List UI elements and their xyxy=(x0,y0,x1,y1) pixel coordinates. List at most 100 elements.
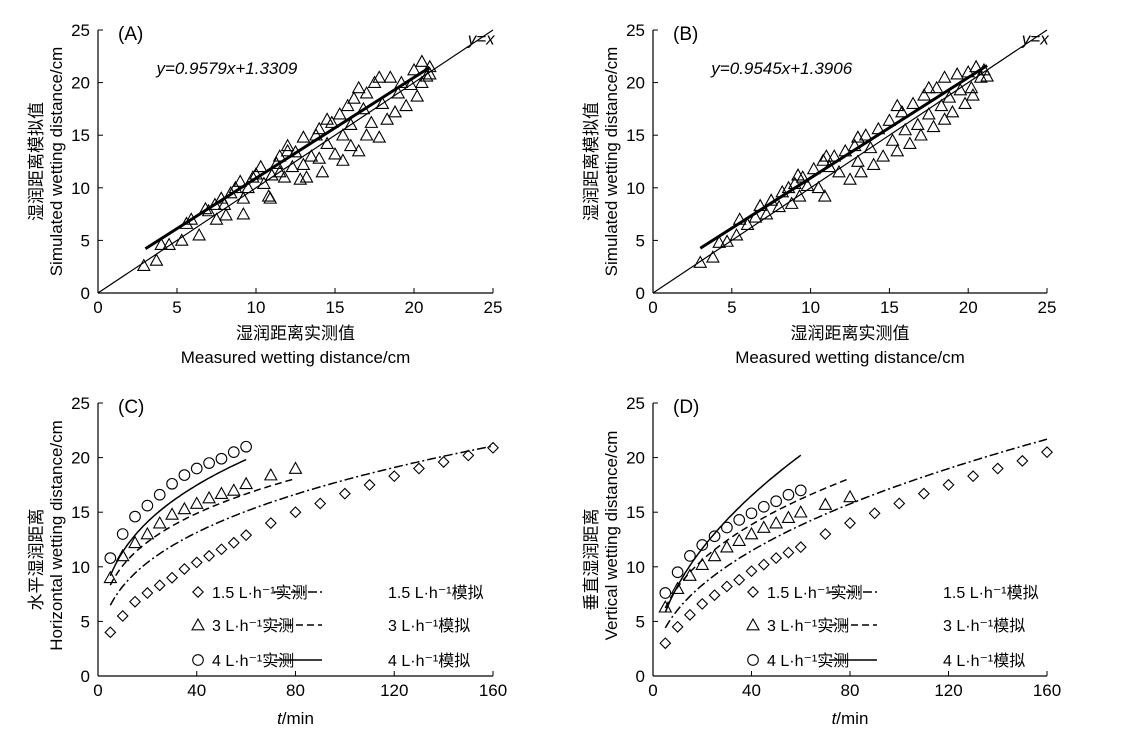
data-point xyxy=(192,228,207,241)
x-axis-label-cn: 湿润距离实测值 xyxy=(791,324,910,343)
y-tick-label: 15 xyxy=(626,503,645,522)
measured-point-diamond xyxy=(215,543,228,556)
measured-point-triangle xyxy=(769,515,784,529)
data-point xyxy=(388,104,402,118)
measured-point-diamond xyxy=(720,580,733,593)
data-point xyxy=(162,237,177,250)
data-point xyxy=(296,157,311,171)
measured-point-triangle xyxy=(115,548,130,562)
measured-point-circle xyxy=(153,488,166,501)
x-tick-label: 15 xyxy=(880,298,899,317)
legend-label: 3 L·h⁻¹实测 xyxy=(212,617,294,635)
data-point xyxy=(335,128,350,141)
data-point xyxy=(422,67,437,80)
measured-point-diamond xyxy=(1016,454,1029,467)
measured-point-diamond xyxy=(129,595,142,608)
measured-point-circle xyxy=(659,587,672,599)
measured-point-circle xyxy=(757,500,770,513)
data-point xyxy=(781,180,796,194)
measured-point-triangle xyxy=(781,510,796,524)
measured-point-circle xyxy=(227,446,240,458)
x-tick-label: 0 xyxy=(648,298,657,317)
measured-point-diamond xyxy=(264,517,277,530)
data-point xyxy=(372,70,387,83)
measured-point-diamond xyxy=(770,552,783,565)
measured-point-diamond xyxy=(388,470,401,483)
legend-marker-diamond xyxy=(747,586,759,598)
x-axis-label: t/min xyxy=(277,709,314,728)
y-tick-label: 25 xyxy=(71,21,90,40)
simulated-curve-solid xyxy=(664,454,802,613)
data-point xyxy=(753,198,768,212)
x-tick-label: 5 xyxy=(727,298,736,317)
y-axis-label-cn: 湿润距离模拟值 xyxy=(582,102,601,221)
x-tick-label: 120 xyxy=(380,681,408,700)
y-axis-label-en: Vertical wetting distance/cm xyxy=(602,431,621,641)
measured-point-diamond xyxy=(437,455,450,468)
x-axis-label-en: Measured wetting distance/cm xyxy=(735,348,965,367)
data-point xyxy=(772,199,787,213)
measured-point-diamond xyxy=(757,558,770,571)
measured-point-triangle xyxy=(214,486,229,499)
data-point xyxy=(980,69,995,82)
data-point xyxy=(882,113,897,126)
data-point xyxy=(359,128,374,141)
data-point xyxy=(775,184,790,198)
data-point xyxy=(320,112,335,125)
data-point xyxy=(399,98,414,112)
x-axis-label-en: Measured wetting distance/cm xyxy=(181,348,411,367)
measured-point-diamond xyxy=(782,546,795,559)
x-tick-label: 5 xyxy=(172,298,181,317)
measured-point-triangle xyxy=(793,505,808,518)
data-point xyxy=(372,130,387,143)
data-point xyxy=(394,75,409,88)
data-point xyxy=(822,159,837,173)
measured-point-diamond xyxy=(671,620,684,633)
data-point xyxy=(328,147,342,160)
measured-point-triangle xyxy=(818,497,833,510)
data-point xyxy=(811,180,826,194)
y-tick-label: 25 xyxy=(626,21,645,40)
legend-marker-triangle xyxy=(746,617,760,631)
data-point xyxy=(332,107,347,120)
identity-label: y=x xyxy=(1021,30,1049,49)
data-point xyxy=(732,212,747,225)
data-point xyxy=(953,82,968,96)
x-tick-label: 40 xyxy=(187,681,206,700)
data-point xyxy=(921,80,936,94)
measured-point-triangle xyxy=(202,490,217,504)
measured-point-circle xyxy=(166,477,178,490)
x-tick-label: 25 xyxy=(1038,298,1057,317)
measured-point-triangle xyxy=(683,568,697,581)
x-tick-label: 40 xyxy=(742,681,761,700)
data-point xyxy=(324,115,339,128)
measured-point-triangle xyxy=(189,496,204,509)
legend-marker-triangle xyxy=(191,617,205,631)
data-point xyxy=(347,91,361,104)
data-point xyxy=(315,164,330,178)
measured-point-triangle xyxy=(103,570,118,584)
data-point xyxy=(850,130,865,143)
data-point xyxy=(917,88,932,101)
legend: 1.5 L·h⁻¹实测 1.5 L·h⁻¹模拟 3 L·h⁻¹实测 3 L·h⁻¹模拟… xyxy=(746,584,1039,670)
measured-point-circle xyxy=(116,528,129,540)
regression-line xyxy=(144,66,431,251)
measured-point-circle xyxy=(178,469,191,481)
measured-point-triangle xyxy=(288,461,303,474)
data-point xyxy=(419,69,434,82)
data-point xyxy=(209,212,224,225)
data-point xyxy=(380,112,395,125)
y-tick-label: 15 xyxy=(71,503,90,522)
data-point xyxy=(340,98,355,112)
legend-label: 1.5 L·h⁻¹实测 xyxy=(212,584,308,602)
data-point xyxy=(154,237,169,250)
y-tick-label: 20 xyxy=(71,449,90,468)
measured-point-circle xyxy=(696,539,709,551)
data-point xyxy=(817,189,832,202)
measured-point-diamond xyxy=(794,541,807,554)
panel-label: (B) xyxy=(673,24,698,45)
data-point xyxy=(288,144,303,158)
measured-point-diamond xyxy=(289,506,302,519)
